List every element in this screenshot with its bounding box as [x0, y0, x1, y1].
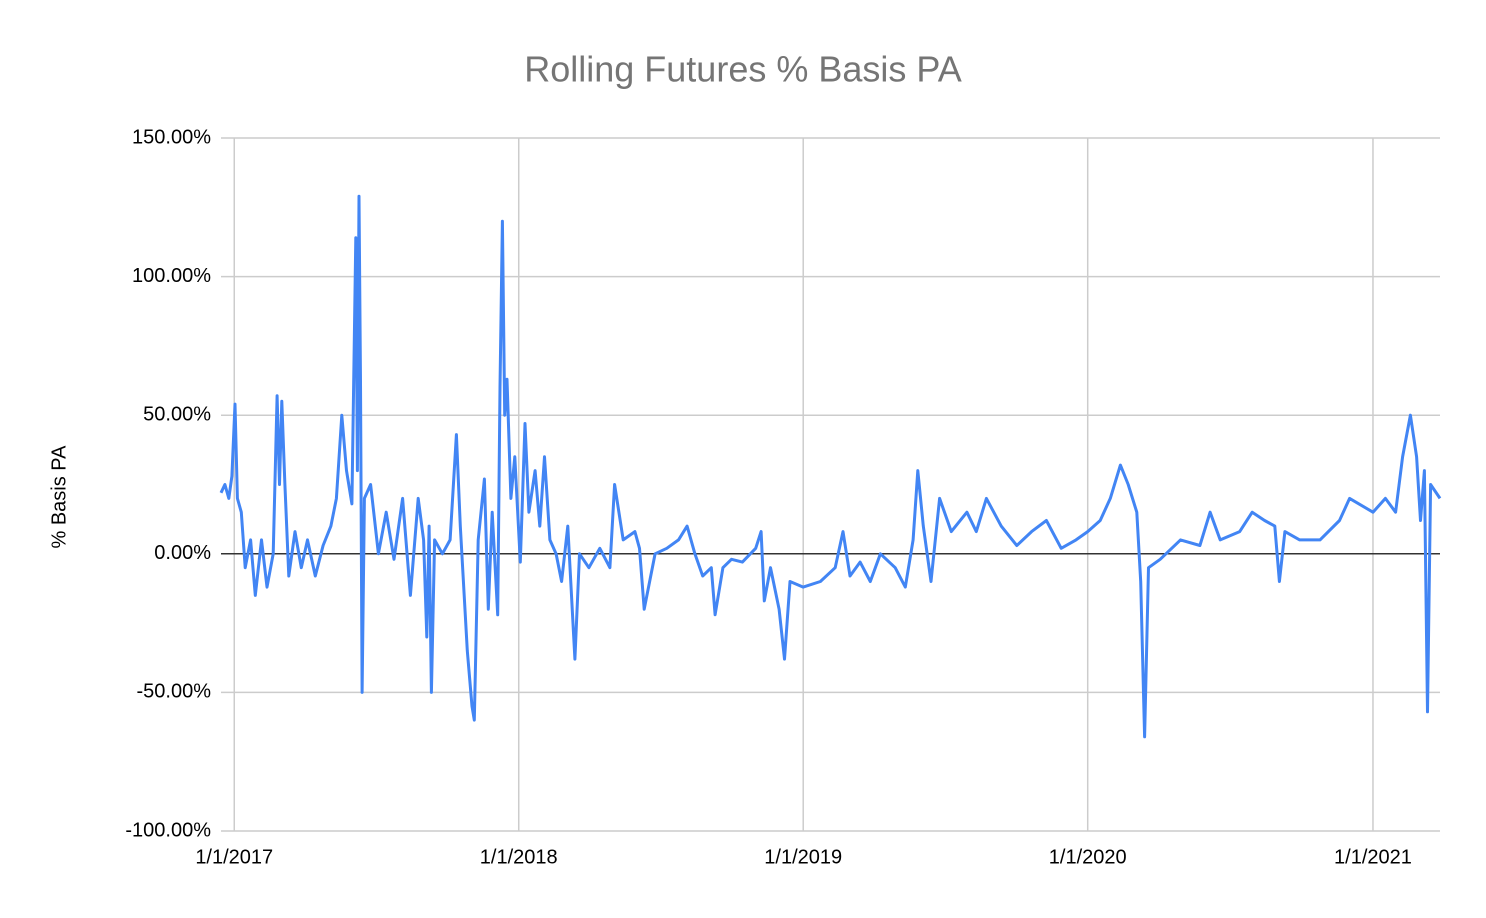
y-axis-label: % Basis PA	[48, 445, 70, 549]
y-tick-label: -100.00%	[125, 819, 211, 841]
y-tick-label: 150.00%	[132, 126, 211, 148]
y-tick-label: 0.00%	[154, 542, 211, 564]
data-line	[219, 194, 1442, 739]
y-tick-label: 100.00%	[132, 265, 211, 287]
x-tick-label: 1/1/2021	[1334, 846, 1412, 868]
chart-title: Rolling Futures % Basis PA	[524, 49, 962, 90]
x-tick-label: 1/1/2019	[764, 846, 842, 868]
y-tick-label: 50.00%	[143, 403, 211, 425]
x-tick-label: 1/1/2017	[195, 846, 273, 868]
x-tick-label: 1/1/2020	[1049, 846, 1127, 868]
y-tick-label: -50.00%	[137, 681, 212, 703]
x-tick-label: 1/1/2018	[480, 846, 558, 868]
